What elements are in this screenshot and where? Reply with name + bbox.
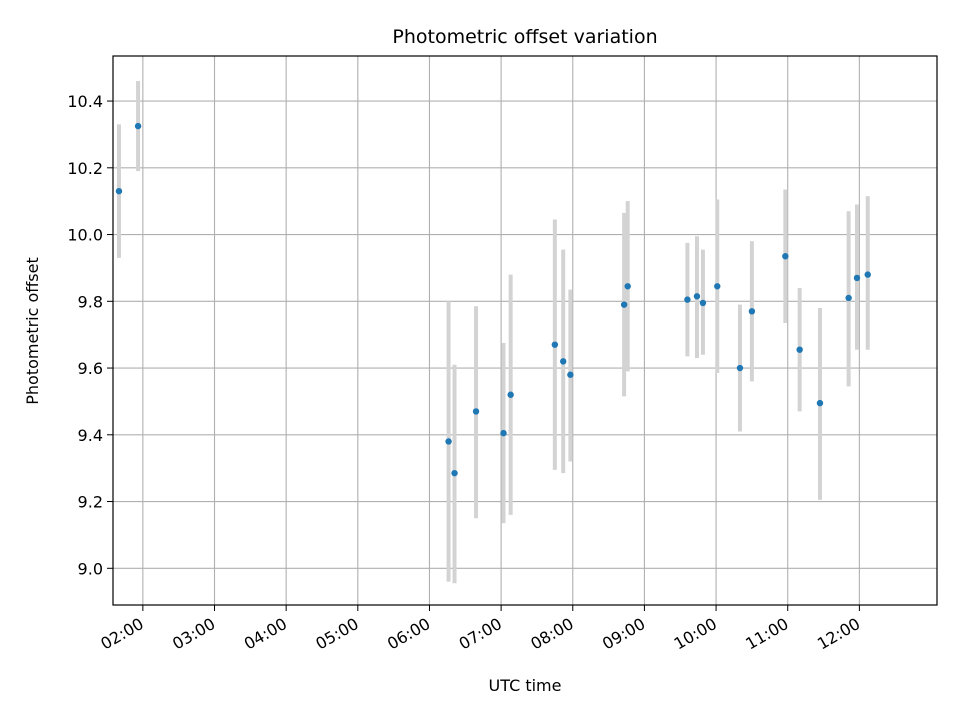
- data-point: [472, 408, 480, 415]
- data-point: [699, 299, 707, 307]
- y-tick-label: 9.4: [78, 426, 103, 445]
- data-point: [714, 283, 721, 290]
- data-point: [748, 308, 756, 315]
- y-tick-label: 10.2: [67, 159, 103, 178]
- data-point: [864, 271, 871, 278]
- data-point: [782, 253, 789, 260]
- data-point: [684, 296, 691, 303]
- plot-frame: [112, 55, 938, 606]
- y-axis-title: Photometric offset: [23, 257, 42, 405]
- y-tick-label: 9.0: [78, 559, 103, 578]
- data-point: [816, 399, 824, 407]
- chart-title: Photometric offset variation: [392, 26, 657, 48]
- data-point: [567, 371, 574, 378]
- data-point: [115, 187, 123, 195]
- data-point: [500, 429, 507, 437]
- data-point: [451, 469, 458, 477]
- data-point: [736, 364, 744, 372]
- data-point: [560, 358, 567, 365]
- y-tick-label: 10.0: [67, 226, 103, 245]
- data-point: [624, 283, 631, 290]
- data-point: [620, 301, 628, 308]
- y-tick-label: 9.2: [78, 493, 103, 512]
- data-point: [853, 274, 861, 282]
- y-tick-label: 10.4: [67, 92, 103, 111]
- data-point: [507, 391, 514, 398]
- data-point: [693, 293, 701, 300]
- data-points: [115, 122, 871, 477]
- data-point: [845, 294, 852, 302]
- grid: [113, 56, 937, 605]
- y-axis: 9.0 9.2 9.4 9.6 9.8 10.0 10.2 10.4: [67, 92, 113, 578]
- data-point: [445, 438, 452, 445]
- data-point: [134, 122, 142, 130]
- x-axis-title: UTC time: [489, 676, 562, 695]
- data-point: [551, 341, 559, 348]
- y-tick-label: 9.6: [78, 359, 103, 378]
- data-point: [796, 346, 803, 353]
- y-tick-label: 9.8: [78, 292, 103, 311]
